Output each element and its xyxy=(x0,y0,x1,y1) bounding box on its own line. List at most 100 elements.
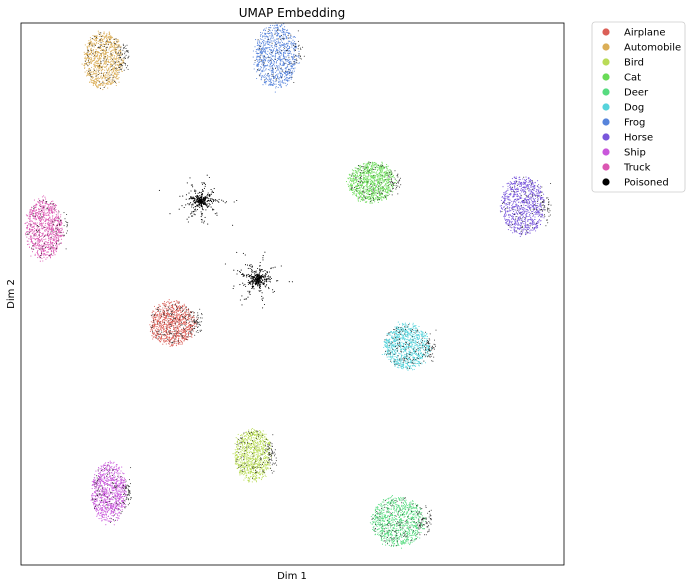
airplane-point xyxy=(176,343,178,345)
automobile-point xyxy=(90,47,92,49)
airplane-point xyxy=(193,317,195,319)
poisoned-point xyxy=(185,306,187,308)
automobile-point xyxy=(95,55,97,57)
automobile-point xyxy=(95,62,97,64)
automobile-point xyxy=(84,44,86,46)
deer-point xyxy=(406,504,408,507)
poisoned-point xyxy=(103,58,105,60)
airplane-point xyxy=(154,322,156,324)
deer-point xyxy=(383,512,385,514)
poisoned-point xyxy=(377,188,379,190)
cat-point xyxy=(388,178,390,180)
airplane-point xyxy=(182,326,184,328)
poisoned-point xyxy=(393,183,395,184)
bird-point xyxy=(241,450,243,452)
bird-point xyxy=(245,466,247,468)
airplane-point xyxy=(164,330,166,332)
poisoned-point xyxy=(371,193,373,195)
deer-point xyxy=(392,519,395,521)
deer-point xyxy=(415,516,417,519)
deer-point xyxy=(400,540,402,542)
poisoned-point xyxy=(238,448,240,450)
deer-point xyxy=(408,509,410,511)
bird-point xyxy=(254,454,256,456)
automobile-point xyxy=(113,41,115,43)
bird-point xyxy=(263,433,265,435)
automobile-point xyxy=(84,57,86,59)
cat-point xyxy=(370,164,372,167)
poisoned-point xyxy=(183,328,185,329)
automobile-point xyxy=(88,40,90,42)
poisoned-point xyxy=(174,304,176,306)
poisoned-point xyxy=(242,470,244,472)
poisoned-point xyxy=(161,315,162,317)
poisoned-point xyxy=(391,172,393,174)
poisoned-point xyxy=(400,184,402,186)
cat-point xyxy=(359,192,362,194)
automobile-point xyxy=(118,76,120,79)
bird-point xyxy=(252,441,254,443)
bird-point xyxy=(256,466,258,468)
automobile-point xyxy=(110,43,112,45)
deer-point xyxy=(378,528,380,530)
bird-point xyxy=(246,440,248,442)
cat-point xyxy=(359,183,361,185)
automobile-point xyxy=(93,42,96,44)
automobile-point xyxy=(106,38,108,40)
deer-point xyxy=(385,544,387,546)
cat-point xyxy=(355,171,357,173)
automobile-point xyxy=(120,54,122,56)
airplane-point xyxy=(174,336,177,338)
automobile-point xyxy=(93,80,95,82)
poisoned-point xyxy=(377,185,379,187)
poisoned-point xyxy=(94,36,96,38)
airplane-point xyxy=(150,321,152,323)
bird-point xyxy=(258,456,260,458)
automobile-point xyxy=(90,40,92,42)
cat-point xyxy=(352,191,354,194)
airplane-point xyxy=(188,332,190,334)
automobile-point xyxy=(87,47,89,49)
bird-point xyxy=(262,442,264,445)
bird-point xyxy=(254,477,256,479)
cat-point xyxy=(367,191,369,193)
poisoned-point xyxy=(190,333,192,335)
deer-point xyxy=(405,541,407,543)
airplane-point xyxy=(177,326,179,328)
bird-point xyxy=(247,458,250,460)
automobile-point xyxy=(88,68,90,70)
bird-point xyxy=(242,474,244,476)
airplane-point xyxy=(169,339,171,341)
bird-point xyxy=(245,452,248,454)
bird-point xyxy=(261,450,264,452)
poisoned-point xyxy=(115,43,116,45)
airplane-point xyxy=(153,332,155,334)
cat-point xyxy=(371,163,373,165)
cat-point xyxy=(385,195,388,197)
deer-point xyxy=(397,507,399,509)
automobile-point xyxy=(98,32,100,34)
poisoned-point xyxy=(113,39,115,40)
cat-point xyxy=(349,185,352,187)
bird-point xyxy=(259,444,261,446)
cat-point xyxy=(382,166,384,168)
automobile-point xyxy=(101,39,103,41)
poisoned-point xyxy=(256,438,258,440)
bird-point xyxy=(250,457,252,459)
automobile-point xyxy=(107,82,109,84)
bird-point xyxy=(249,451,251,453)
poisoned-point xyxy=(186,319,188,321)
airplane-point xyxy=(150,329,152,331)
automobile-point xyxy=(103,53,105,55)
poisoned-point xyxy=(187,313,189,315)
deer-point xyxy=(395,537,397,539)
bird-point xyxy=(249,457,251,459)
automobile-point xyxy=(116,53,118,55)
deer-point xyxy=(379,525,381,527)
airplane-point xyxy=(168,317,170,319)
airplane-point xyxy=(156,327,158,329)
airplane-point xyxy=(152,324,154,326)
airplane-point xyxy=(166,336,168,338)
automobile-point xyxy=(89,46,91,48)
airplane-point xyxy=(178,343,180,345)
